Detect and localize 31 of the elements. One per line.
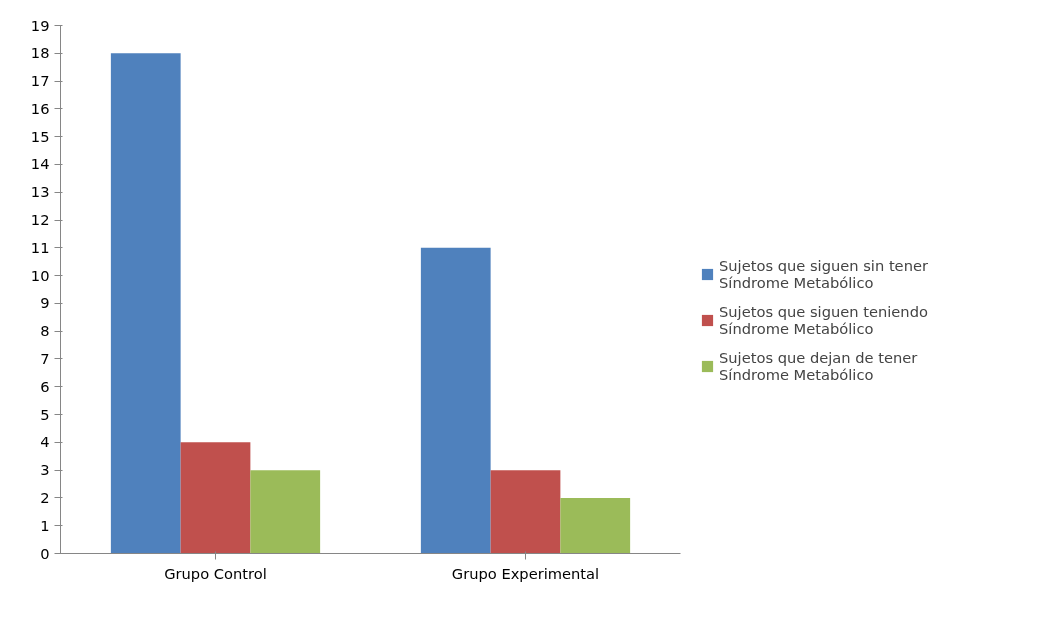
legend-label: Sujetos que siguen sin tener Síndrome Metabólico <box>719 257 928 291</box>
y-tick-label: 13 <box>30 183 50 201</box>
y-tick-label: 0 <box>40 544 50 562</box>
y-tick-label: 8 <box>40 322 50 340</box>
y-tick-label: 14 <box>30 155 50 173</box>
y-tick-label: 16 <box>30 99 50 117</box>
x-tick-label: Grupo Experimental <box>451 564 600 582</box>
bar <box>420 247 491 554</box>
bar <box>490 470 561 554</box>
y-tick-label: 9 <box>40 294 50 312</box>
x-tick-label: Grupo Control <box>164 564 267 582</box>
y-tick-label: 17 <box>30 72 50 90</box>
y-tick-label: 2 <box>40 488 50 506</box>
y-tick-label: 1 <box>40 516 50 534</box>
y-tick-label: 18 <box>30 44 50 62</box>
y-tick-label: 5 <box>40 405 50 423</box>
bar <box>250 470 321 554</box>
y-tick-label: 4 <box>40 433 50 451</box>
legend-label: Sujetos que siguen teniendo Síndrome Metabólico <box>719 303 928 337</box>
y-tick-label: 6 <box>40 377 50 395</box>
bar <box>560 497 631 554</box>
y-tick-label: 3 <box>40 461 50 479</box>
bar <box>110 53 181 554</box>
y-tick-label: 7 <box>40 349 50 367</box>
y-tick-label: 11 <box>30 238 50 256</box>
legend-label: Sujetos que dejan de tener Síndrome Metabólico <box>719 349 918 383</box>
y-tick-label: 12 <box>30 211 50 229</box>
y-tick-label: 15 <box>30 127 50 145</box>
y-tick-label: 19 <box>30 16 50 34</box>
y-tick-label: 10 <box>30 266 50 284</box>
bar <box>180 442 251 554</box>
